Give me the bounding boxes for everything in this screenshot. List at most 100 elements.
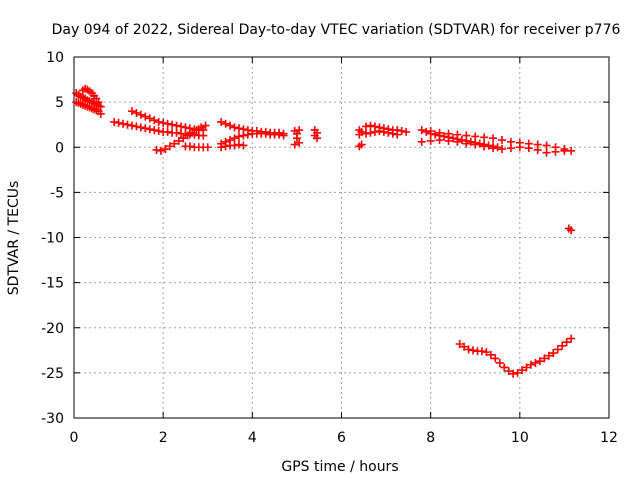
data-point (183, 131, 192, 140)
data-point (201, 121, 210, 130)
data-point (290, 140, 299, 149)
series-seg-i (217, 129, 288, 148)
data-point (531, 358, 540, 367)
series-seg-f (152, 121, 210, 155)
data-point (440, 132, 449, 141)
data-point (393, 130, 402, 139)
data-point (123, 120, 132, 129)
data-point (535, 357, 544, 366)
data-point (562, 338, 571, 347)
data-point (179, 134, 188, 143)
data-point (551, 147, 560, 156)
series-seg-s (564, 224, 576, 235)
data-point (114, 118, 123, 127)
data-point (498, 136, 506, 145)
data-point (217, 117, 226, 126)
data-point (96, 102, 105, 111)
data-point (375, 127, 384, 136)
data-point (480, 133, 489, 142)
data-point (230, 141, 239, 150)
data-point (119, 119, 128, 128)
data-point (462, 131, 471, 140)
data-point (172, 121, 181, 130)
data-point (495, 358, 504, 367)
series-seg-g (181, 142, 212, 152)
data-point (261, 129, 270, 138)
data-point (526, 360, 535, 369)
y-tick-label: -5 (50, 185, 64, 201)
data-point (132, 122, 141, 131)
data-point (567, 334, 576, 343)
data-point (524, 144, 533, 153)
data-point (226, 121, 235, 130)
data-point (457, 136, 466, 145)
x-tick-label: 8 (426, 430, 435, 446)
data-point (558, 341, 567, 350)
data-point (243, 130, 252, 139)
data-point (455, 339, 464, 348)
data-point (522, 363, 531, 372)
data-point (542, 141, 551, 150)
data-point (156, 146, 165, 155)
data-point (540, 354, 549, 363)
data-point (462, 139, 471, 148)
data-point (567, 146, 576, 155)
data-point (379, 127, 388, 136)
data-point (466, 137, 475, 146)
data-point (275, 130, 284, 139)
data-point (312, 134, 321, 143)
series-seg-c (78, 84, 103, 107)
series-seg-k (290, 126, 304, 149)
y-tick-label: -10 (41, 231, 64, 247)
data-point (509, 369, 518, 378)
data-point (384, 128, 393, 137)
data-point (145, 125, 154, 134)
data-point (518, 366, 527, 375)
data-point (482, 348, 491, 357)
data-point (477, 347, 486, 356)
data-point (132, 108, 141, 117)
data-point (163, 119, 172, 128)
data-point (127, 121, 136, 130)
data-point (444, 136, 453, 145)
data-point (553, 345, 562, 354)
x-tick-label: 10 (511, 430, 529, 446)
data-point (192, 126, 201, 135)
data-point (422, 127, 431, 136)
series-seg-r (417, 136, 569, 157)
x-axis-label: GPS time / hours (281, 459, 398, 475)
data-point (136, 123, 145, 132)
data-point (370, 127, 379, 136)
data-point (221, 119, 230, 128)
data-point (435, 136, 444, 145)
data-point (417, 137, 426, 146)
data-point (431, 130, 440, 139)
data-point (188, 128, 197, 137)
series-seg-t (455, 334, 576, 378)
data-point (362, 122, 371, 131)
data-point (177, 122, 185, 131)
data-point (161, 145, 170, 154)
series-seg-o (362, 127, 402, 139)
data-point (355, 130, 364, 139)
data-point (234, 140, 243, 149)
data-point (513, 368, 522, 377)
series-seg-j (217, 140, 248, 152)
data-point (533, 145, 542, 154)
y-axis-ticks: -30 -25 -20 -15 -10 -5 0 5 10 (41, 50, 609, 427)
data-point (453, 137, 462, 146)
data-point (366, 128, 375, 137)
data-point (150, 116, 159, 125)
data-point (163, 127, 172, 136)
data-point (96, 109, 105, 118)
y-axis-label: SDTVAR / TECUs (6, 181, 22, 296)
data-point (217, 143, 226, 152)
data-point (506, 144, 515, 153)
data-point (469, 346, 478, 355)
data-point (486, 350, 495, 359)
x-tick-label: 4 (248, 430, 257, 446)
data-point (498, 145, 506, 154)
x-tick-label: 6 (337, 430, 346, 446)
data-point (152, 145, 161, 154)
x-tick-label: 0 (70, 430, 79, 446)
